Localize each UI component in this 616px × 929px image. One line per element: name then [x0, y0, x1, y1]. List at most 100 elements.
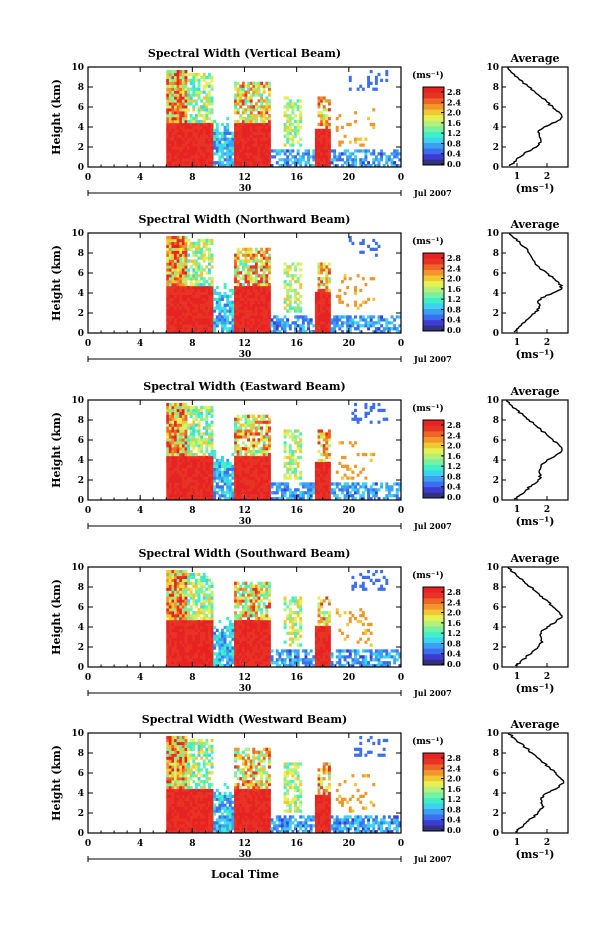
- heatmap-cell: [189, 303, 193, 307]
- heatmap-cell: [234, 288, 237, 293]
- heatmap-cell: [176, 485, 180, 489]
- heatmap-cell: [236, 476, 240, 480]
- heatmap-cell: [239, 423, 243, 427]
- heatmap-cell: [236, 102, 240, 106]
- heatmap-cell: [184, 628, 188, 632]
- heatmap-cell: [166, 161, 170, 165]
- heatmap-cell: [265, 455, 269, 460]
- colorbar-swatch: [423, 486, 444, 493]
- heatmap-cell: [189, 117, 193, 121]
- heatmap-cell: [320, 476, 324, 480]
- heatmap-cell: [265, 426, 269, 430]
- heatmap-cell: [168, 81, 172, 85]
- heatmap-cell: [210, 99, 214, 103]
- heatmap-cell: [184, 102, 188, 106]
- heatmap-cell: [192, 99, 196, 103]
- heatmap-cell: [189, 330, 193, 334]
- heatmap-cell: [398, 164, 402, 168]
- heatmap-cell: [171, 605, 175, 609]
- heatmap-cell: [181, 241, 185, 246]
- heatmap-cell: [348, 321, 352, 325]
- heatmap-cell: [174, 414, 177, 418]
- heatmap-cell: [194, 473, 198, 477]
- heatmap-cell: [171, 238, 175, 243]
- heatmap-cell: [197, 72, 201, 77]
- heatmap-cell: [286, 274, 290, 278]
- heatmap-cell: [187, 155, 191, 159]
- heatmap-cell: [338, 140, 342, 144]
- heatmap-cell: [197, 587, 201, 591]
- heatmap-cell: [200, 327, 204, 331]
- heatmap-cell: [244, 300, 248, 304]
- heatmap-cell: [364, 476, 368, 480]
- heatmap-cell: [179, 402, 183, 407]
- heatmap-cell: [291, 262, 295, 266]
- heatmap-cell: [247, 482, 251, 486]
- heatmap-cell: [168, 569, 172, 574]
- heatmap-cell: [236, 90, 240, 94]
- heatmap-cell: [254, 285, 258, 290]
- heatmap-cell: [168, 72, 172, 77]
- heatmap-cell: [234, 146, 237, 150]
- heatmap-cell: [194, 414, 198, 418]
- heatmap-cell: [207, 285, 211, 290]
- heatmap-cell: [197, 315, 201, 319]
- heatmap-cell: [174, 253, 177, 257]
- heatmap-cell: [234, 268, 237, 272]
- heatmap-cell: [317, 268, 321, 272]
- heatmap-cell: [200, 122, 204, 127]
- heatmap-cell: [249, 461, 253, 465]
- heatmap-cell: [181, 625, 185, 630]
- heatmap-cell: [174, 402, 177, 407]
- heatmap-cell: [291, 143, 295, 147]
- colorbar-tick-label: 0.8: [447, 304, 461, 314]
- heatmap-cell: [197, 572, 201, 577]
- heatmap-cell: [168, 590, 172, 594]
- heatmap-cell: [330, 327, 334, 331]
- heatmap-cell: [194, 114, 198, 118]
- heatmap-cell: [179, 241, 183, 246]
- heatmap-cell: [205, 297, 209, 301]
- heatmap-cell: [236, 271, 240, 275]
- heatmap-cell: [176, 158, 180, 162]
- heatmap-cell: [265, 280, 269, 284]
- heatmap-cell: [260, 250, 264, 254]
- heatmap-cell: [249, 250, 253, 254]
- heatmap-cell: [236, 447, 240, 451]
- heatmap-cell: [317, 283, 321, 287]
- heatmap-cell: [351, 470, 355, 474]
- heatmap-cell: [197, 593, 201, 597]
- heatmap-cell: [184, 593, 188, 597]
- heatmap-cell: [296, 324, 300, 328]
- heatmap-cell: [223, 318, 227, 322]
- heatmap-cell: [174, 587, 177, 591]
- heatmap-cell: [189, 327, 193, 331]
- x-tick-label: 0: [398, 506, 404, 516]
- heatmap-cell: [275, 149, 279, 153]
- heatmap-cell: [364, 414, 368, 418]
- heatmap-cell: [262, 265, 266, 269]
- heatmap-cell: [244, 131, 248, 135]
- heatmap-cell: [239, 467, 243, 471]
- heatmap-cell: [294, 429, 297, 433]
- heatmap-cell: [322, 288, 326, 293]
- heatmap-cell: [189, 435, 193, 439]
- heatmap-cell: [202, 327, 206, 331]
- heatmap-cell: [179, 117, 183, 121]
- heatmap-cell: [364, 152, 368, 156]
- heatmap-cell: [265, 479, 269, 483]
- heatmap-cell: [197, 488, 201, 492]
- heatmap-cell: [265, 117, 269, 121]
- heatmap-cell: [254, 122, 258, 127]
- heatmap-cell: [187, 408, 191, 413]
- heatmap-cell: [320, 452, 324, 457]
- heatmap-cell: [317, 158, 321, 162]
- heatmap-cell: [202, 131, 206, 135]
- heatmap-cell: [239, 309, 243, 313]
- heatmap-cell: [176, 288, 180, 293]
- heatmap-cell: [299, 494, 303, 498]
- heatmap-cell: [179, 134, 183, 138]
- heatmap-cell: [179, 128, 183, 132]
- heatmap-cell: [241, 161, 245, 165]
- heatmap-cell: [207, 161, 211, 165]
